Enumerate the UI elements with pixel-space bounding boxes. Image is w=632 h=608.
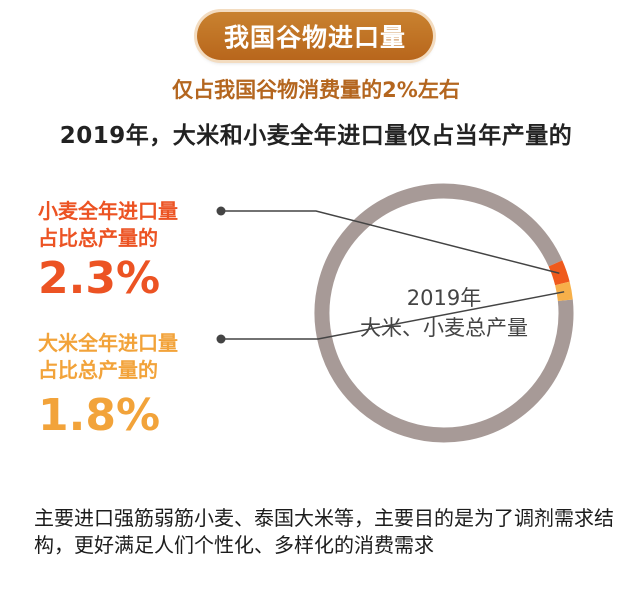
center-label-line1: 2019年 bbox=[407, 286, 481, 310]
rice-segment bbox=[555, 281, 573, 302]
page-subtitle: 仅占我国谷物消费量的2%左右 bbox=[172, 78, 460, 102]
page-title: 我国谷物进口量 bbox=[197, 12, 433, 60]
rice-connector-dot bbox=[216, 334, 226, 344]
footer-note: 主要进口强筋弱筋小麦、泰国大米等，主要目的是为了调剂需求结构，更好满足人们个性化… bbox=[34, 506, 614, 557]
wheat-connector bbox=[221, 210, 560, 275]
wheat-value: 2.3% bbox=[38, 253, 161, 304]
rice-value: 1.8% bbox=[38, 390, 161, 441]
center-label-line2: 大米、小麦总产量 bbox=[360, 316, 528, 340]
rice-label-line2: 占比总产量的 bbox=[38, 358, 158, 382]
rice-label-line1: 大米全年进口量 bbox=[38, 331, 178, 355]
production-ring bbox=[314, 183, 574, 443]
wheat-label-line1: 小麦全年进口量 bbox=[38, 199, 178, 223]
rice-connector bbox=[221, 291, 565, 340]
headline: 2019年，大米和小麦全年进口量仅占当年产量的 bbox=[59, 123, 573, 149]
wheat-label-line2: 占比总产量的 bbox=[38, 226, 158, 250]
wheat-connector-dot bbox=[216, 206, 226, 216]
wheat-segment bbox=[548, 260, 570, 286]
